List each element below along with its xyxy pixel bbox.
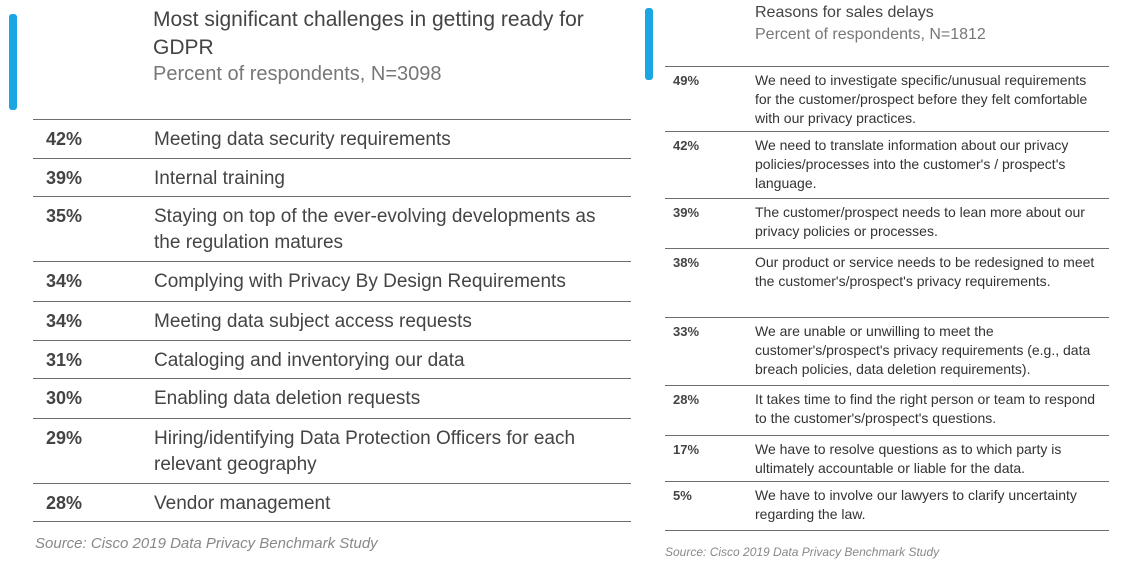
row-label: Complying with Privacy By Design Require… <box>154 271 566 292</box>
chart-title: Reasons for sales delays <box>755 4 934 21</box>
table-row: 5% We have to involve our lawyers to clar… <box>665 481 1109 530</box>
row-label: Vendor management <box>154 493 331 514</box>
row-divider <box>665 317 1109 318</box>
accent-bar <box>645 8 653 80</box>
row-divider <box>33 521 631 522</box>
table-row: 28% It takes time to find the right perso… <box>665 385 1109 435</box>
row-label: We are unable or unwilling to meet the c… <box>755 323 1091 377</box>
row-label: Staying on top of the ever-evolving deve… <box>154 206 596 253</box>
table-row: 38% Our product or service needs to be re… <box>665 248 1109 317</box>
table-row: 30% Enabling data deletion requests <box>33 378 631 418</box>
row-value: 33% <box>673 324 700 339</box>
chart-subtitle: Percent of respondents, N=1812 <box>755 26 986 43</box>
gdpr-challenges-panel: Most significant challenges in getting r… <box>9 8 631 552</box>
row-value: 30% <box>46 388 83 408</box>
table-row: 42% Meeting data security requirements <box>33 119 631 158</box>
row-label: We have to resolve questions as to which… <box>755 441 1062 476</box>
row-value: 29% <box>46 428 83 448</box>
source-note: Source: Cisco 2019 Data Privacy Benchmar… <box>665 545 940 559</box>
row-label: Cataloging and inventorying our data <box>154 350 465 371</box>
row-label: Enabling data deletion requests <box>154 388 421 409</box>
table-row: 35% Staying on top of the ever-evolving d… <box>33 196 631 261</box>
row-label: We need to translate information about o… <box>755 137 1069 191</box>
row-divider <box>33 196 631 197</box>
row-divider <box>665 198 1109 199</box>
row-divider <box>33 119 631 120</box>
table-row: 49% We need to investigate specific/unusu… <box>665 66 1109 131</box>
row-divider <box>33 378 631 379</box>
row-value: 42% <box>46 129 83 149</box>
row-divider <box>33 418 631 419</box>
row-label: Our product or service needs to be redes… <box>755 254 1095 289</box>
row-divider <box>33 340 631 341</box>
row-label: Meeting data security requirements <box>154 129 451 150</box>
row-value: 34% <box>46 271 83 291</box>
row-label: We have to involve our lawyers to clarif… <box>755 487 1077 522</box>
table-row: 33% We are unable or unwilling to meet th… <box>665 317 1109 385</box>
table-row: 29% Hiring/identifying Data Protection Of… <box>33 418 631 483</box>
chart-subtitle: Percent of respondents, N=3098 <box>153 63 442 85</box>
row-divider <box>665 131 1109 132</box>
table-row: 28% Vendor management <box>33 483 631 521</box>
row-label: The customer/prospect needs to lean more… <box>755 204 1085 239</box>
row-value: 38% <box>673 255 700 270</box>
row-label: It takes time to find the right person o… <box>755 391 1096 426</box>
table-row: 39% Internal training <box>33 158 631 196</box>
row-divider <box>665 435 1109 436</box>
source-note: Source: Cisco 2019 Data Privacy Benchmar… <box>35 535 378 552</box>
row-value: 31% <box>46 350 83 370</box>
table-row: 17% We have to resolve questions as to wh… <box>665 435 1109 481</box>
table-row: 34% Meeting data subject access requests <box>33 301 631 340</box>
table-row: 34% Complying with Privacy By Design Requ… <box>33 261 631 301</box>
row-divider <box>33 158 631 159</box>
row-divider <box>33 261 631 262</box>
row-value: 49% <box>673 73 700 88</box>
sales-delays-panel: Reasons for sales delays Percent of resp… <box>645 0 1124 572</box>
accent-bar <box>9 14 17 110</box>
chart-title: Most significant challenges in getting r… <box>153 8 584 59</box>
row-divider <box>33 483 631 484</box>
row-value: 42% <box>673 138 700 153</box>
row-divider <box>665 66 1109 67</box>
row-value: 35% <box>46 206 83 226</box>
table-row: 31% Cataloging and inventorying our data <box>33 340 631 378</box>
row-divider <box>665 248 1109 249</box>
row-label: Internal training <box>154 168 285 189</box>
row-divider <box>665 481 1109 482</box>
table-row: 39% The customer/prospect needs to lean m… <box>665 198 1109 248</box>
row-divider <box>665 385 1109 386</box>
table-row: 42% We need to translate information abou… <box>665 131 1109 198</box>
row-label: We need to investigate specific/unusual … <box>755 72 1088 126</box>
row-value: 39% <box>46 168 83 188</box>
row-value: 39% <box>673 205 700 220</box>
row-value: 28% <box>46 493 83 513</box>
row-value: 28% <box>673 392 700 407</box>
row-label: Meeting data subject access requests <box>154 311 472 332</box>
row-value: 17% <box>673 442 700 457</box>
row-label: Hiring/identifying Data Protection Offic… <box>154 428 576 475</box>
row-value: 5% <box>673 488 692 503</box>
row-divider <box>665 530 1109 531</box>
row-value: 34% <box>46 311 83 331</box>
row-divider <box>33 301 631 302</box>
